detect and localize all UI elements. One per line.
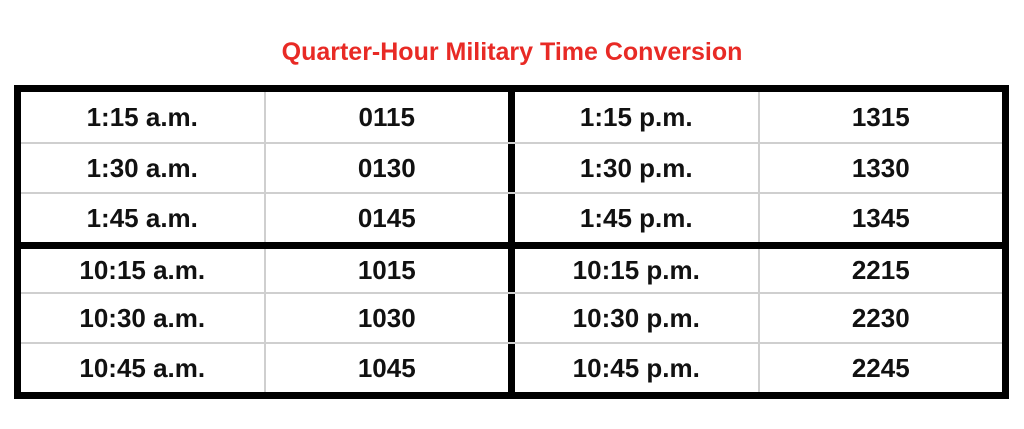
table-cell-military-time: 1015 — [263, 249, 509, 292]
table-cell-civilian-time: 10:30 p.m. — [508, 294, 758, 342]
table-cell-civilian-time: 1:30 a.m. — [86, 152, 198, 183]
table-cell-military-time: 1030 — [263, 294, 509, 342]
table-cell-military-time: 1045 — [263, 344, 509, 392]
table-row: 10:30 a.m. 1030 10:30 p.m. 2230 — [21, 292, 1002, 342]
table-cell-civilian-time: 1:30 p.m. — [508, 144, 758, 192]
table-cell-civilian-time: 1:45 p.m. — [508, 194, 758, 242]
table-cell-civilian-time: 10:30 a.m. — [79, 302, 206, 333]
table-row: 1:30 a.m. 0130 1:30 p.m. 1330 — [21, 142, 1002, 192]
table-cell-military-time: 0115 — [263, 92, 509, 142]
table-cell-civilian-time: 10:45 a.m. — [79, 352, 206, 383]
conversion-table: 1:15 a.m. 0115 1:15 p.m. 1315 1:30 a.m. … — [14, 85, 1009, 399]
page-title: Quarter-Hour Military Time Conversion — [281, 38, 743, 66]
table-row: 1:45 a.m. 0145 1:45 p.m. 1345 — [21, 192, 1002, 242]
table-row: 10:45 a.m. 1045 10:45 p.m. 2245 — [21, 342, 1002, 392]
table-cell-civilian-time: 1:15 p.m. — [508, 92, 758, 142]
table-cell-military-time: 1330 — [757, 144, 1003, 192]
table-cell-military-time: 1315 — [757, 92, 1003, 142]
table-cell-military-time: 2230 — [757, 294, 1003, 342]
table-cell-civilian-time: 1:15 a.m. — [86, 101, 198, 132]
table-cell-military-time: 1345 — [757, 194, 1003, 242]
table-cell-military-time: 0130 — [263, 144, 509, 192]
table-cell-civilian-time: 10:45 p.m. — [508, 344, 758, 392]
table-cell-military-time: 0145 — [263, 194, 509, 242]
table-cell-civilian-time: 10:15 a.m. — [79, 255, 206, 285]
table-cell-civilian-time: 10:15 p.m. — [508, 249, 758, 292]
table-row: 1:15 a.m. 0115 1:15 p.m. 1315 — [21, 92, 1002, 142]
table-cell-military-time: 2245 — [757, 344, 1003, 392]
table-row: 10:15 a.m. 1015 10:15 p.m. 2215 — [21, 242, 1002, 292]
table-cell-military-time: 2215 — [757, 249, 1003, 292]
table-cell-civilian-time: 1:45 a.m. — [86, 202, 198, 233]
